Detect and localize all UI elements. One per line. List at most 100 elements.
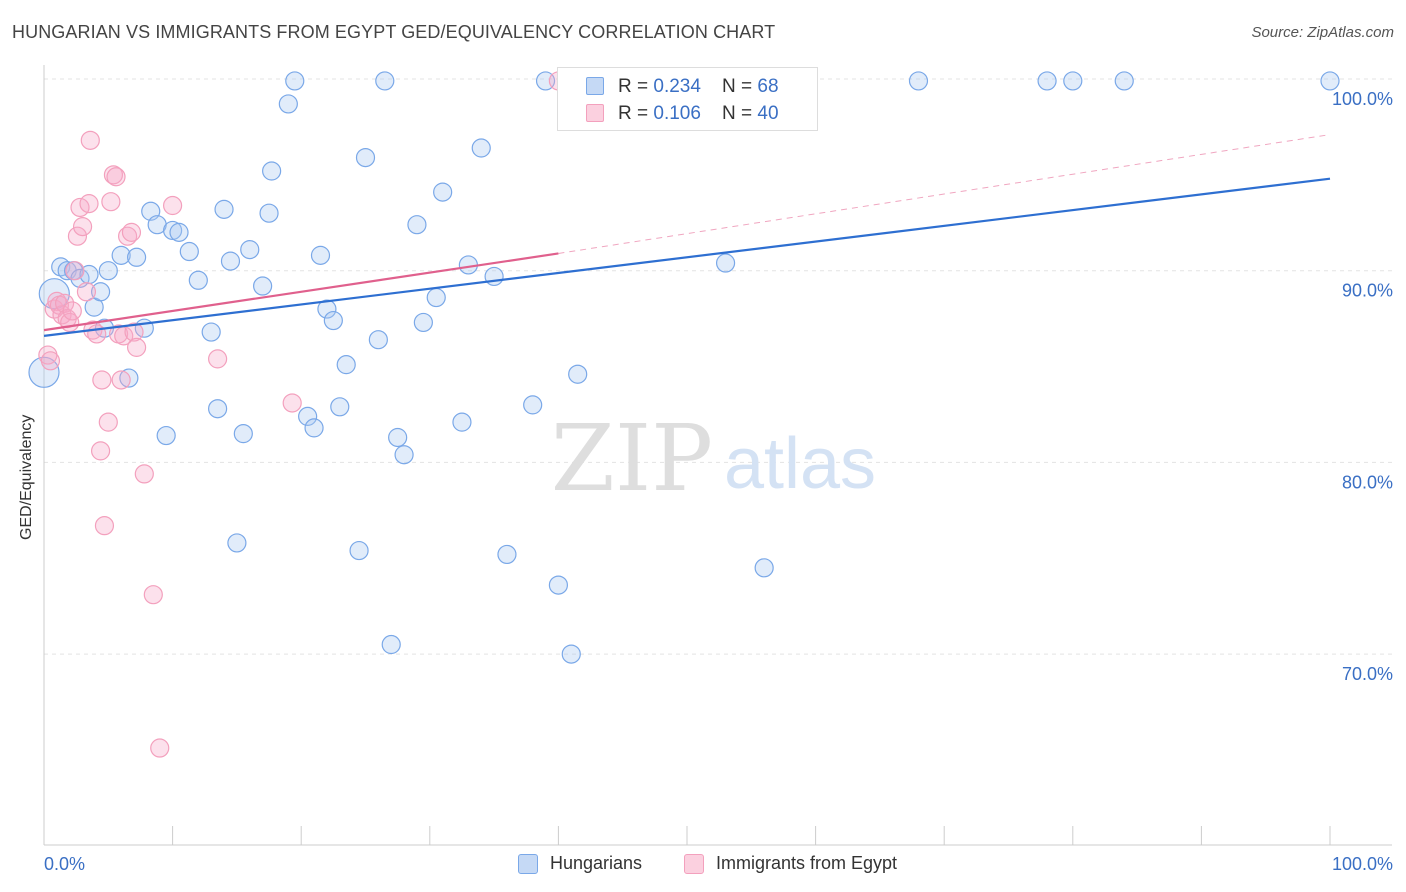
source-label: Source: ZipAtlas.com xyxy=(1251,24,1394,41)
hungarians-point xyxy=(188,270,208,290)
hungarians-point xyxy=(754,558,774,578)
hungarians-point xyxy=(715,253,736,273)
egypt-point xyxy=(72,217,93,237)
r-label: R = xyxy=(618,103,654,124)
hungarians-trend-line xyxy=(43,177,1331,337)
hungarians-point xyxy=(317,299,337,319)
hungarians-point xyxy=(1320,71,1340,91)
r-value: 0.234 xyxy=(653,76,701,97)
hungarians-point xyxy=(111,245,131,265)
hungarians-point xyxy=(368,330,388,350)
hungarians-legend-swatch xyxy=(518,854,538,874)
hungarians-point xyxy=(413,312,433,333)
hungarians-point xyxy=(330,397,350,417)
hungarians-point xyxy=(355,147,376,168)
x-tick-label-min: 0.0% xyxy=(44,854,85,874)
egypt-point xyxy=(208,349,228,369)
hungarians-point xyxy=(1037,71,1057,91)
hungarians-point xyxy=(214,199,234,219)
egypt-point xyxy=(62,301,82,321)
hungarians-point xyxy=(227,533,247,553)
egypt-point xyxy=(117,226,138,246)
series-egypt-points xyxy=(38,71,569,758)
hungarians-point xyxy=(523,395,543,415)
y-tick-label: 90.0% xyxy=(1342,281,1393,301)
hungarians-point xyxy=(548,575,569,595)
grid-lines xyxy=(44,78,1392,655)
egypt-point xyxy=(79,194,99,214)
hungarians-point xyxy=(28,356,60,388)
hungarians-point xyxy=(568,364,588,384)
hungarians-point xyxy=(240,240,260,260)
hungarians-point xyxy=(908,71,929,91)
y-tick-label: 80.0% xyxy=(1342,472,1393,492)
egypt-point xyxy=(121,222,142,242)
hungarians-point xyxy=(561,644,581,664)
hungarians-point xyxy=(394,445,414,465)
n-value: 68 xyxy=(757,76,779,97)
hungarians-point xyxy=(179,241,199,262)
y-axis-label: GED/Equivalency xyxy=(18,414,35,540)
egypt-point xyxy=(52,305,72,325)
hungarians-point xyxy=(278,94,298,114)
egypt-point xyxy=(126,337,147,357)
watermark-atlas: atlas xyxy=(724,424,876,504)
hungarians-point xyxy=(233,424,253,444)
trend-lines xyxy=(43,134,1331,337)
egypt-point xyxy=(90,441,111,461)
egypt-point xyxy=(54,293,75,313)
egypt-point xyxy=(101,192,121,212)
egypt-point xyxy=(134,464,154,484)
axes xyxy=(43,65,1392,846)
y-tick-label: 70.0% xyxy=(1342,664,1393,684)
egypt-point xyxy=(106,167,126,187)
hungarians-point xyxy=(497,544,517,565)
n-value: 40 xyxy=(757,103,779,124)
series-hungarians-points xyxy=(28,71,1340,664)
hungarians-point xyxy=(169,222,189,242)
hungarians-point xyxy=(323,310,343,331)
hungarians-point xyxy=(90,282,111,302)
hungarians-point xyxy=(38,278,70,310)
r-value: 0.106 xyxy=(653,103,701,124)
egypt-point xyxy=(67,226,88,246)
hungarians-point xyxy=(304,418,324,438)
x-tick-label-max: 100.0% xyxy=(1332,854,1393,874)
egypt-legend-swatch xyxy=(684,854,704,874)
hungarians-point xyxy=(336,355,356,375)
hungarians-point xyxy=(220,251,241,271)
hungarians-point xyxy=(484,266,504,287)
hungarians-point xyxy=(98,261,118,281)
n-label: N = xyxy=(722,103,758,124)
x-tick-labels: 0.0% 100.0% xyxy=(44,854,1393,874)
egypt-point xyxy=(40,351,61,371)
hungarians-point xyxy=(388,427,408,448)
hungarians-swatch xyxy=(586,77,604,95)
watermark-zip: ZIP xyxy=(551,405,713,512)
hungarians-point xyxy=(208,399,228,419)
hungarians-point xyxy=(375,71,395,91)
egypt-point xyxy=(163,195,183,216)
chart-title: HUNGARIAN VS IMMIGRANTS FROM EGYPT GED/E… xyxy=(12,22,776,42)
egypt-point xyxy=(150,738,170,758)
hungarians-point xyxy=(426,287,446,308)
hungarians-point xyxy=(201,322,221,342)
egypt-point xyxy=(111,370,131,390)
hungarians-point xyxy=(471,138,491,158)
egypt-point xyxy=(143,585,163,605)
egypt-point xyxy=(282,393,302,413)
egypt-trend-extension xyxy=(558,134,1331,254)
egypt-legend-label: Immigrants from Egypt xyxy=(716,853,898,873)
hungarians-point xyxy=(262,161,282,181)
hungarians-point xyxy=(298,406,318,426)
egypt-point xyxy=(124,322,144,342)
egypt-swatch xyxy=(586,104,604,122)
hungarians-point xyxy=(119,368,139,388)
y-tick-label: 100.0% xyxy=(1332,89,1393,109)
egypt-point xyxy=(80,130,100,150)
hungarians-point xyxy=(407,215,427,235)
hungarians-point xyxy=(156,425,176,446)
r-label: R = xyxy=(618,76,654,97)
hungarians-point xyxy=(452,412,472,432)
